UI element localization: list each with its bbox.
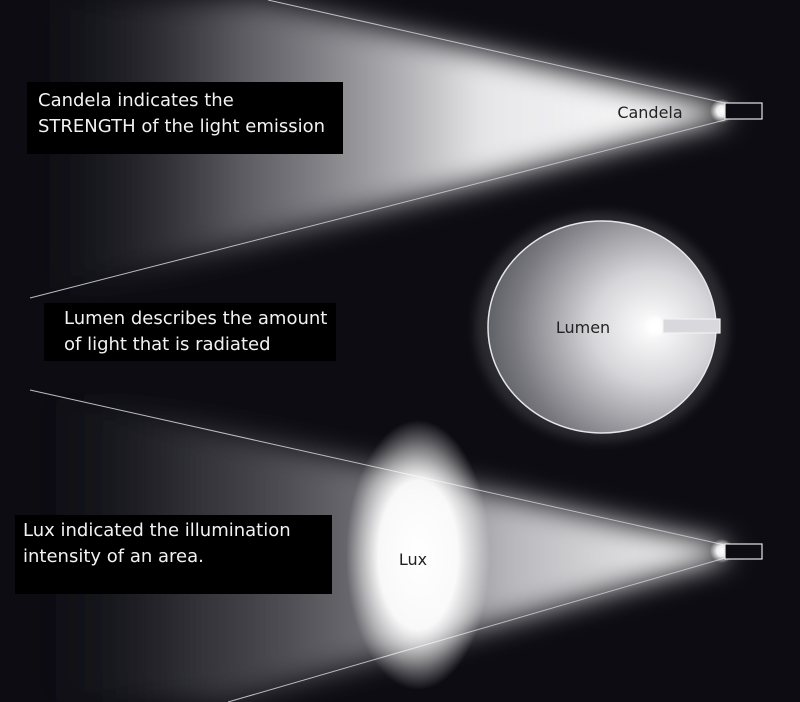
lumen-caption-line2: of light that is radiated — [64, 334, 271, 355]
lumen-light-source-icon — [644, 314, 721, 338]
lux-caption-line1: Lux indicated the illumination — [23, 520, 291, 541]
lumen-label: Lumen — [556, 318, 610, 337]
lumen-caption: Lumen describes the amount of light that… — [44, 303, 336, 361]
candela-flashlight-icon — [710, 99, 763, 123]
candela-beam — [29, 0, 726, 300]
lumen-caption-line1: Lumen describes the amount — [64, 308, 328, 329]
lux-caption: Lux indicated the illumination intensity… — [15, 515, 332, 594]
candela-caption-line2: STRENGTH of the light emission — [38, 116, 326, 137]
candela-caption-line1: Candela indicates the — [38, 90, 234, 111]
candela-label: Candela — [617, 103, 682, 122]
candela-caption: Candela indicates the STRENGTH of the li… — [27, 82, 343, 154]
lumen-sphere — [475, 212, 729, 442]
lux-flashlight-icon — [710, 539, 763, 563]
lux-label: Lux — [399, 550, 427, 569]
lux-illuminated-area — [346, 420, 490, 690]
lux-caption-line2: intensity of an area. — [23, 546, 204, 567]
